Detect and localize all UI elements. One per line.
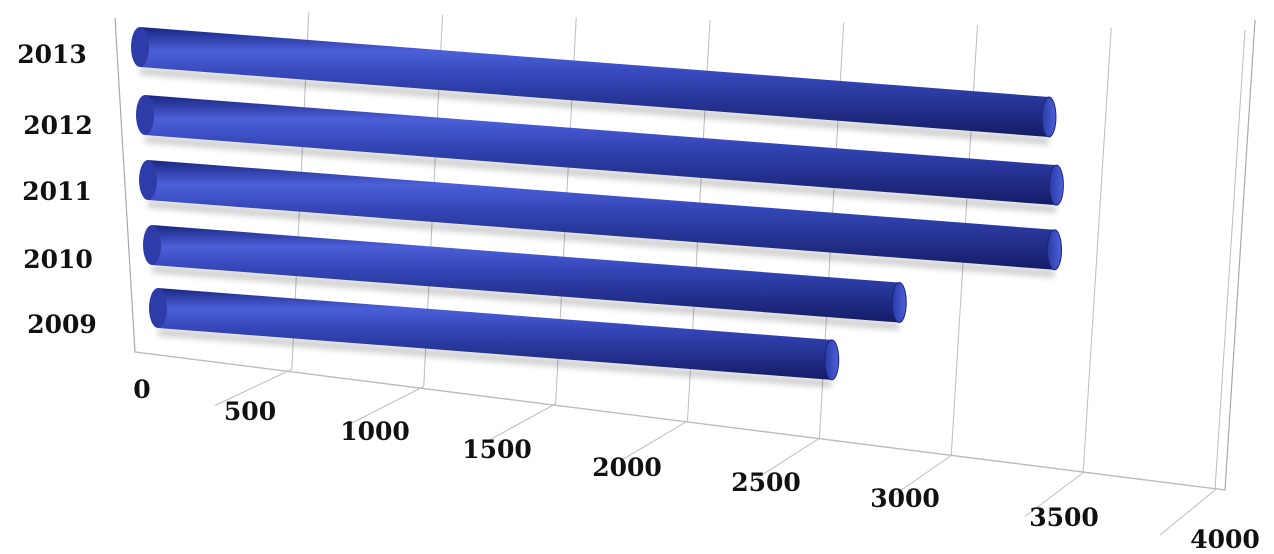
bar-shadow xyxy=(139,67,1050,145)
bar-shadow xyxy=(147,200,1055,278)
x-tick-label: 500 xyxy=(224,397,276,426)
x-tick-label: 3000 xyxy=(870,484,940,513)
bars-group xyxy=(131,27,1064,388)
bar-start-cap xyxy=(136,95,154,135)
y-tick-label: 2009 xyxy=(27,310,97,339)
floor-gridline xyxy=(214,368,293,406)
bar-2013 xyxy=(131,27,1057,145)
bar-body xyxy=(152,225,900,323)
bar-end-cap xyxy=(824,339,840,381)
bar-body xyxy=(148,160,1055,270)
x-tick-label: 1000 xyxy=(340,417,410,446)
bar-end-cap xyxy=(1041,96,1057,138)
bar-body xyxy=(140,27,1049,137)
bar-shadow xyxy=(157,328,833,388)
bar-shadow xyxy=(151,265,900,331)
bar-2012 xyxy=(136,95,1064,214)
x-axis-ticks: 0 500 1000 1500 2000 2500 3000 3500 4000 xyxy=(133,375,1260,554)
y-tick-label: 2011 xyxy=(22,177,92,206)
x-tick-label: 3500 xyxy=(1029,503,1099,532)
bar-end-cap xyxy=(1048,164,1064,206)
bar-end-cap xyxy=(891,282,907,324)
x-tick-label: 2000 xyxy=(592,453,662,482)
y-axis-ticks: 2009 2010 2011 2012 2013 xyxy=(17,40,97,339)
bar-end-cap xyxy=(1047,229,1062,271)
bar-start-cap xyxy=(131,27,149,67)
bar-start-cap xyxy=(139,160,157,200)
bar-start-cap xyxy=(143,225,161,265)
floor-gridline xyxy=(1024,472,1084,517)
floor-gridline xyxy=(889,455,952,499)
gridline xyxy=(1214,29,1246,491)
bar-2011 xyxy=(139,160,1062,278)
x-tick-label: 4000 xyxy=(1190,525,1260,554)
floor-gridline xyxy=(349,386,424,425)
floor-gridline xyxy=(754,437,820,480)
bar-start-cap xyxy=(149,288,167,328)
floor-gridline xyxy=(484,403,556,443)
y-tick-label: 2012 xyxy=(23,111,93,140)
y-tick-label: 2013 xyxy=(17,40,87,69)
floor-gridline xyxy=(619,420,688,462)
x-tick-label: 2500 xyxy=(731,468,801,497)
bar-2009 xyxy=(149,288,840,388)
bar-2010 xyxy=(143,225,907,331)
bar-body xyxy=(145,95,1057,206)
bar-body xyxy=(158,288,832,380)
x-tick-label: 1500 xyxy=(462,435,532,464)
floor-edge xyxy=(134,351,1226,491)
y-tick-label: 2010 xyxy=(23,245,93,274)
gridline xyxy=(1082,27,1112,473)
bar-shadow xyxy=(144,135,1057,214)
x-tick-label: 0 xyxy=(133,375,150,404)
floor-gridline xyxy=(1159,489,1216,536)
